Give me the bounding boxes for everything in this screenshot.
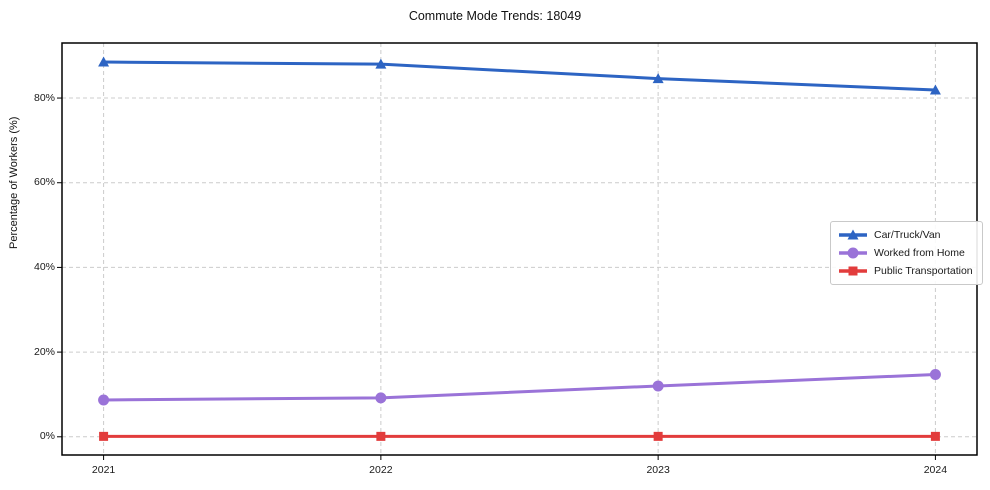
series-line	[102, 60, 937, 92]
triangle-marker	[375, 58, 387, 69]
legend-swatch	[839, 229, 867, 240]
series-public-transportation	[99, 431, 940, 441]
legend-entry: Public Transportation	[838, 264, 973, 278]
legend-label: Public Transportation	[874, 265, 973, 277]
legend-swatch	[839, 247, 867, 259]
legend-entry: Car/Truck/Van	[838, 228, 973, 242]
circle-marker	[929, 369, 941, 381]
y-tick-label: 0%	[39, 430, 55, 443]
triangle-marker	[929, 84, 941, 95]
triangle-marker	[847, 229, 859, 240]
square-marker	[653, 431, 663, 441]
legend: Car/Truck/Van Worked from Home Public Tran…	[830, 221, 983, 285]
y-tick-label: 40%	[33, 260, 55, 273]
series-line	[102, 373, 937, 402]
chart-title: Commute Mode Trends: 18049	[408, 9, 582, 23]
square-marker	[930, 431, 940, 441]
circle-marker	[847, 247, 859, 259]
legend-label: Worked from Home	[874, 247, 965, 259]
x-tick-label: 2022	[369, 464, 393, 476]
x-tick-label: 2024	[923, 464, 948, 476]
triangle-marker	[98, 56, 110, 67]
triangle-marker	[652, 73, 664, 84]
y-tick-label: 20%	[33, 345, 55, 358]
y-tick-label: 60%	[33, 176, 55, 189]
legend-entry: Worked from Home	[838, 246, 973, 260]
square-marker	[848, 266, 858, 276]
legend-swatch	[839, 266, 867, 276]
series-worked-from-home	[98, 369, 941, 406]
circle-marker	[652, 380, 664, 392]
legend-label: Car/Truck/Van	[874, 229, 941, 241]
circle-marker	[98, 394, 110, 406]
square-marker	[376, 431, 386, 441]
y-tick-label: 80%	[33, 91, 55, 104]
series-car-truck-van	[98, 56, 941, 95]
square-marker	[99, 431, 109, 441]
x-tick-label: 2023	[646, 464, 670, 476]
x-tick-label: 2021	[91, 464, 116, 476]
circle-marker	[375, 392, 387, 404]
